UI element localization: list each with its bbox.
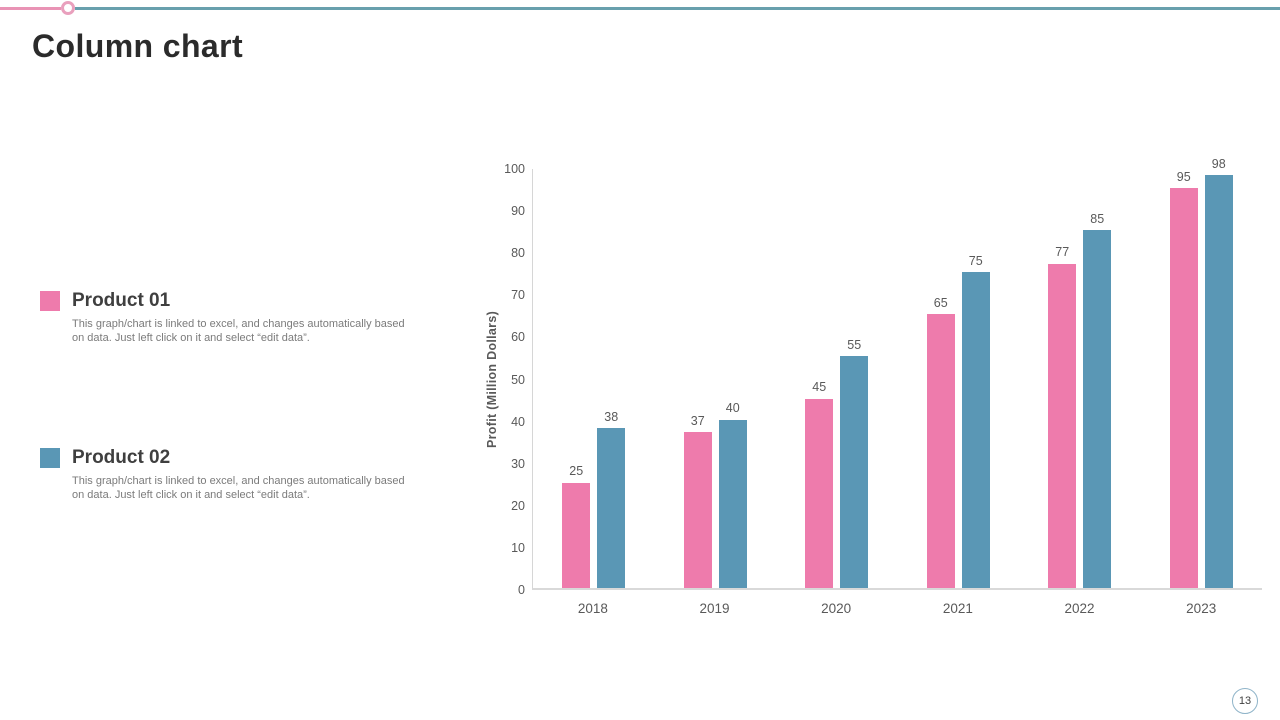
bar-value-label: 98 [1211, 156, 1226, 171]
bar-product-01-2019[interactable]: 37 [683, 415, 712, 588]
bar-product-02-2018[interactable]: 38 [597, 411, 626, 588]
bar-value-label: 55 [847, 337, 862, 352]
x-axis-labels: 2018 2019 2020 2021 2022 2023 [532, 601, 1262, 616]
bar-value-label: 37 [690, 413, 705, 428]
y-tick-40: 40 [511, 414, 525, 429]
plot-area[interactable]: 25 38 37 40 45 55 65 75 77 85 95 98 [532, 158, 1263, 590]
legend-swatch-product02 [40, 448, 60, 468]
accent-line-teal-segment [75, 7, 1280, 10]
y-tick-50: 50 [511, 372, 525, 387]
legend-description-product01: This graph/chart is linked to excel, and… [72, 318, 405, 344]
bar-value-label: 85 [1090, 211, 1105, 226]
bar-group-2018[interactable]: 25 38 [533, 169, 655, 588]
accent-line-circle-marker [61, 1, 75, 15]
y-axis-ticks: 0 10 20 30 40 50 60 70 80 90 100 [498, 163, 525, 596]
bar-product-01-2023[interactable]: 95 [1169, 171, 1198, 588]
y-tick-90: 90 [511, 203, 525, 218]
bar-product-02-2019[interactable]: 40 [718, 402, 747, 588]
bar-product-01-2020[interactable]: 45 [805, 381, 834, 588]
bar-group-2022[interactable]: 77 85 [1019, 169, 1141, 588]
legend-description-product02: This graph/chart is linked to excel, and… [72, 475, 405, 501]
y-tick-20: 20 [511, 498, 525, 513]
bar-group-2023[interactable]: 95 98 [1141, 158, 1263, 588]
bar-value-label: 77 [1055, 245, 1070, 260]
y-tick-30: 30 [511, 456, 525, 471]
y-tick-10: 10 [511, 540, 525, 555]
y-tick-70: 70 [511, 288, 525, 303]
bar-product-02-2020[interactable]: 55 [840, 339, 869, 588]
page-number: 13 [1238, 695, 1252, 707]
bar-value-label: 95 [1176, 169, 1191, 184]
y-tick-80: 80 [511, 245, 525, 260]
column-chart[interactable]: Profit (Million Dollars) 0 10 20 30 40 50 60 70… [480, 158, 1270, 640]
bar-value-label: 65 [933, 295, 948, 310]
x-label-2021: 2021 [942, 601, 973, 616]
legend-label-product01: Product 01 [72, 290, 171, 311]
bar-group-2020[interactable]: 45 55 [776, 169, 898, 588]
bar-product-02-2022[interactable]: 85 [1083, 213, 1112, 588]
legend-label-product02: Product 02 [72, 447, 171, 468]
slide-title: Column chart [32, 28, 244, 64]
bar-group-2019[interactable]: 37 40 [655, 169, 777, 588]
accent-line-pink-segment [0, 7, 61, 10]
bar-value-label: 45 [812, 380, 827, 395]
bar-group-2021[interactable]: 65 75 [898, 169, 1020, 588]
bar-product-02-2023[interactable]: 98 [1204, 158, 1233, 588]
x-label-2018: 2018 [577, 601, 608, 616]
x-label-2023: 2023 [1186, 601, 1217, 616]
bar-product-01-2021[interactable]: 65 [926, 297, 955, 588]
bar-value-label: 75 [968, 253, 983, 268]
y-tick-100: 100 [504, 161, 525, 176]
page-number-badge: 13 [1232, 688, 1258, 714]
bar-product-01-2022[interactable]: 77 [1048, 246, 1077, 588]
bar-value-label: 25 [569, 464, 584, 479]
legend-item-product02: Product 02 This graph/chart is linked to… [40, 447, 450, 502]
legend-item-product01: Product 01 This graph/chart is linked to… [40, 290, 450, 345]
x-label-2022: 2022 [1064, 601, 1095, 616]
bar-product-01-2018[interactable]: 25 [562, 465, 591, 588]
legend-swatch-product01 [40, 291, 60, 311]
y-tick-60: 60 [511, 330, 525, 345]
bar-product-02-2021[interactable]: 75 [961, 255, 990, 588]
y-tick-0: 0 [518, 582, 525, 597]
x-label-2020: 2020 [821, 601, 852, 616]
x-label-2019: 2019 [699, 601, 730, 616]
bar-value-label: 38 [604, 409, 619, 424]
bar-value-label: 40 [725, 401, 740, 416]
